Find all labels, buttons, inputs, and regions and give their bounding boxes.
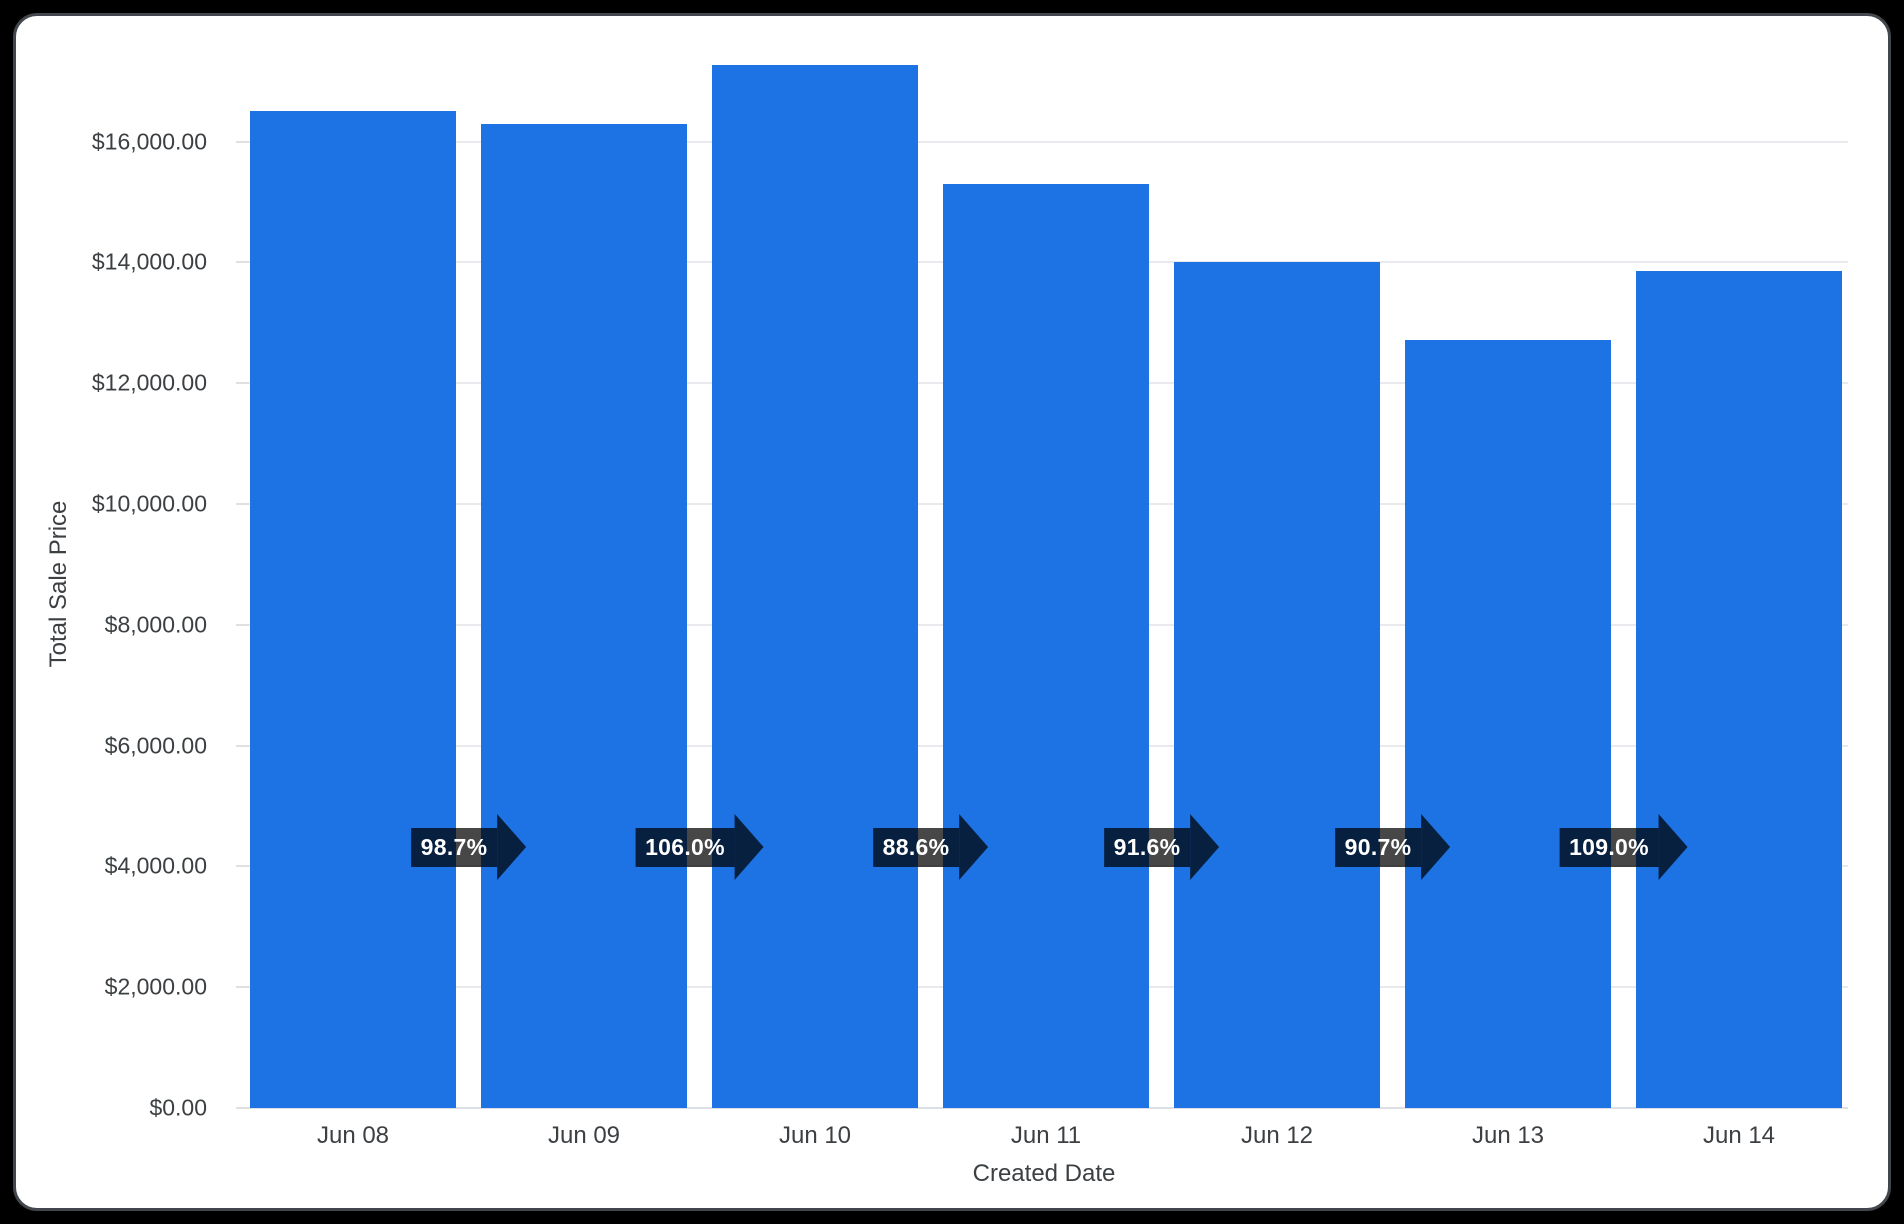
y-tick-mark-6000 (236, 744, 249, 747)
change-badge-value: 88.6% (872, 827, 960, 867)
y-tick-mark-8000 (236, 623, 249, 626)
bar-jun-10[interactable] (712, 64, 918, 1108)
x-tick-label-jun-10: Jun 10 (778, 1122, 852, 1149)
x-tick-label-jun-11: Jun 11 (1010, 1122, 1082, 1149)
chart-card: Total Sale Price Created Date $0.00 $2,00… (13, 13, 1891, 1211)
y-tick-label-16000: $16,000.00 (91, 128, 207, 155)
y-tick-mark-10000 (236, 502, 249, 505)
change-badge-value: 90.7% (1334, 827, 1422, 867)
y-tick-label-4000: $4,000.00 (104, 852, 207, 879)
x-tick-label-jun-13: Jun 13 (1471, 1122, 1545, 1149)
change-badge-4: 91.6% (1103, 814, 1220, 880)
y-tick-mark-0 (236, 1107, 249, 1109)
x-tick-label-jun-14: Jun 14 (1702, 1122, 1776, 1149)
right-arrow-icon (1658, 814, 1688, 880)
y-tick-label-12000: $12,000.00 (91, 369, 207, 396)
bar-jun-13[interactable] (1405, 340, 1611, 1108)
x-axis-title: Created Date (972, 1160, 1116, 1187)
y-tick-label-14000: $14,000.00 (91, 248, 207, 275)
change-badge-2: 106.0% (635, 814, 764, 880)
right-arrow-icon (497, 814, 527, 880)
change-badge-value: 109.0% (1559, 827, 1659, 867)
y-tick-label-6000: $6,000.00 (104, 732, 207, 759)
y-tick-mark-4000 (236, 865, 249, 868)
y-tick-mark-16000 (236, 140, 249, 143)
y-tick-mark-12000 (236, 382, 249, 385)
x-tick-label-jun-12: Jun 12 (1240, 1122, 1314, 1149)
y-tick-label-0: $0.00 (149, 1094, 207, 1121)
change-badge-6: 109.0% (1559, 814, 1688, 880)
y-tick-label-10000: $10,000.00 (91, 490, 207, 517)
y-tick-label-8000: $8,000.00 (104, 611, 207, 638)
y-tick-label-2000: $2,000.00 (104, 973, 207, 1000)
right-arrow-icon (1421, 814, 1451, 880)
x-tick-label-jun-09: Jun 09 (547, 1122, 621, 1149)
x-tick-label-jun-08: Jun 08 (316, 1122, 390, 1149)
y-tick-mark-14000 (236, 261, 249, 264)
bar-jun-14[interactable] (1636, 271, 1842, 1108)
change-badge-value: 91.6% (1103, 827, 1191, 867)
change-badge-1: 98.7% (410, 814, 527, 880)
gridline-16000 (240, 140, 1848, 143)
gridline-0 (240, 1107, 1848, 1109)
change-badge-5: 90.7% (1334, 814, 1451, 880)
bar-jun-08[interactable] (250, 111, 456, 1108)
right-arrow-icon (959, 814, 989, 880)
y-tick-mark-2000 (236, 986, 249, 989)
bar-jun-11[interactable] (943, 183, 1149, 1108)
change-badge-value: 98.7% (410, 827, 498, 867)
right-arrow-icon (734, 814, 764, 880)
change-badge-value: 106.0% (635, 827, 735, 867)
plot-area: Total Sale Price Created Date $0.00 $2,00… (45, 60, 1848, 1187)
change-badge-3: 88.6% (872, 814, 989, 880)
right-arrow-icon (1190, 814, 1220, 880)
y-axis-title: Total Sale Price (45, 500, 72, 668)
bar-jun-09[interactable] (481, 124, 687, 1108)
bar-jun-12[interactable] (1174, 261, 1380, 1108)
